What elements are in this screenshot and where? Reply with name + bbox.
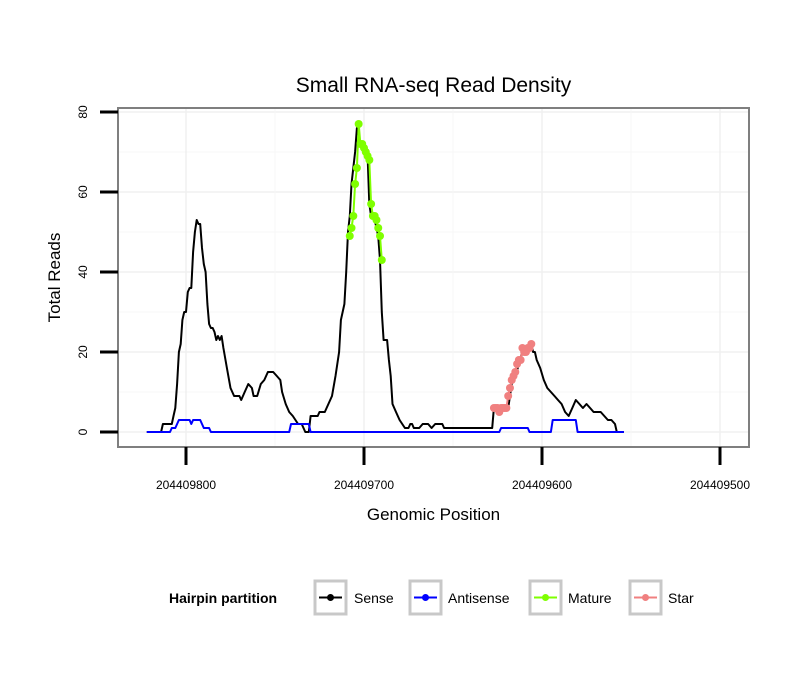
legend-label-antisense: Antisense bbox=[448, 590, 510, 606]
mature-point-18 bbox=[377, 256, 386, 264]
y-tick-label-0: 0 bbox=[76, 428, 90, 435]
grid-lines bbox=[118, 108, 749, 447]
mature-point-4 bbox=[352, 164, 361, 172]
legend-key-point-sense bbox=[327, 594, 334, 601]
y-tick-label-20: 20 bbox=[76, 345, 90, 359]
legend-key-point-antisense bbox=[422, 594, 429, 601]
x-tick-label-204409800: 204409800 bbox=[156, 478, 216, 492]
mature-point-16 bbox=[374, 224, 383, 232]
plot-border bbox=[117, 107, 750, 448]
mature-point-17 bbox=[376, 232, 385, 240]
legend-label-mature: Mature bbox=[568, 590, 612, 606]
legend-title: Hairpin partition bbox=[169, 590, 277, 606]
mature-point-5 bbox=[354, 120, 363, 128]
series-line-antisense bbox=[146, 419, 624, 433]
x-axis-title: Genomic Position bbox=[367, 505, 500, 524]
legend: Hairpin partition Sense Antisense Mature St… bbox=[169, 579, 694, 616]
y-tick-label-80: 80 bbox=[76, 105, 90, 119]
x-tick-label-204409700: 204409700 bbox=[334, 478, 394, 492]
star-point-15 bbox=[516, 356, 525, 364]
mature-point-3 bbox=[351, 180, 360, 188]
star-point-21 bbox=[527, 340, 536, 348]
mature-point-15 bbox=[372, 216, 381, 224]
star-point-12 bbox=[511, 368, 520, 376]
legend-key-point-star bbox=[642, 594, 649, 601]
star-point-9 bbox=[505, 384, 514, 392]
series-layer bbox=[146, 120, 624, 433]
mature-point-0 bbox=[345, 232, 354, 240]
mature-point-1 bbox=[347, 224, 356, 232]
chart-title: Small RNA-seq Read Density bbox=[296, 74, 572, 97]
axes: 0 20 40 60 80 204409800 204409700 204409600 2044… bbox=[76, 105, 750, 492]
star-point-8 bbox=[504, 392, 513, 400]
star-point-7 bbox=[502, 404, 511, 412]
legend-label-star: Star bbox=[668, 590, 694, 606]
mature-point-2 bbox=[349, 212, 358, 220]
mature-point-11 bbox=[365, 156, 374, 164]
y-tick-label-60: 60 bbox=[76, 185, 90, 199]
x-tick-label-204409600: 204409600 bbox=[512, 478, 572, 492]
y-axis-title: Total Reads bbox=[45, 233, 64, 323]
legend-label-sense: Sense bbox=[354, 590, 394, 606]
legend-key-point-mature bbox=[542, 594, 549, 601]
x-tick-label-204409500: 204409500 bbox=[690, 478, 750, 492]
mature-point-12 bbox=[367, 200, 376, 208]
y-tick-label-40: 40 bbox=[76, 265, 90, 279]
plot-panel bbox=[118, 108, 749, 447]
series-line-sense bbox=[146, 127, 624, 433]
